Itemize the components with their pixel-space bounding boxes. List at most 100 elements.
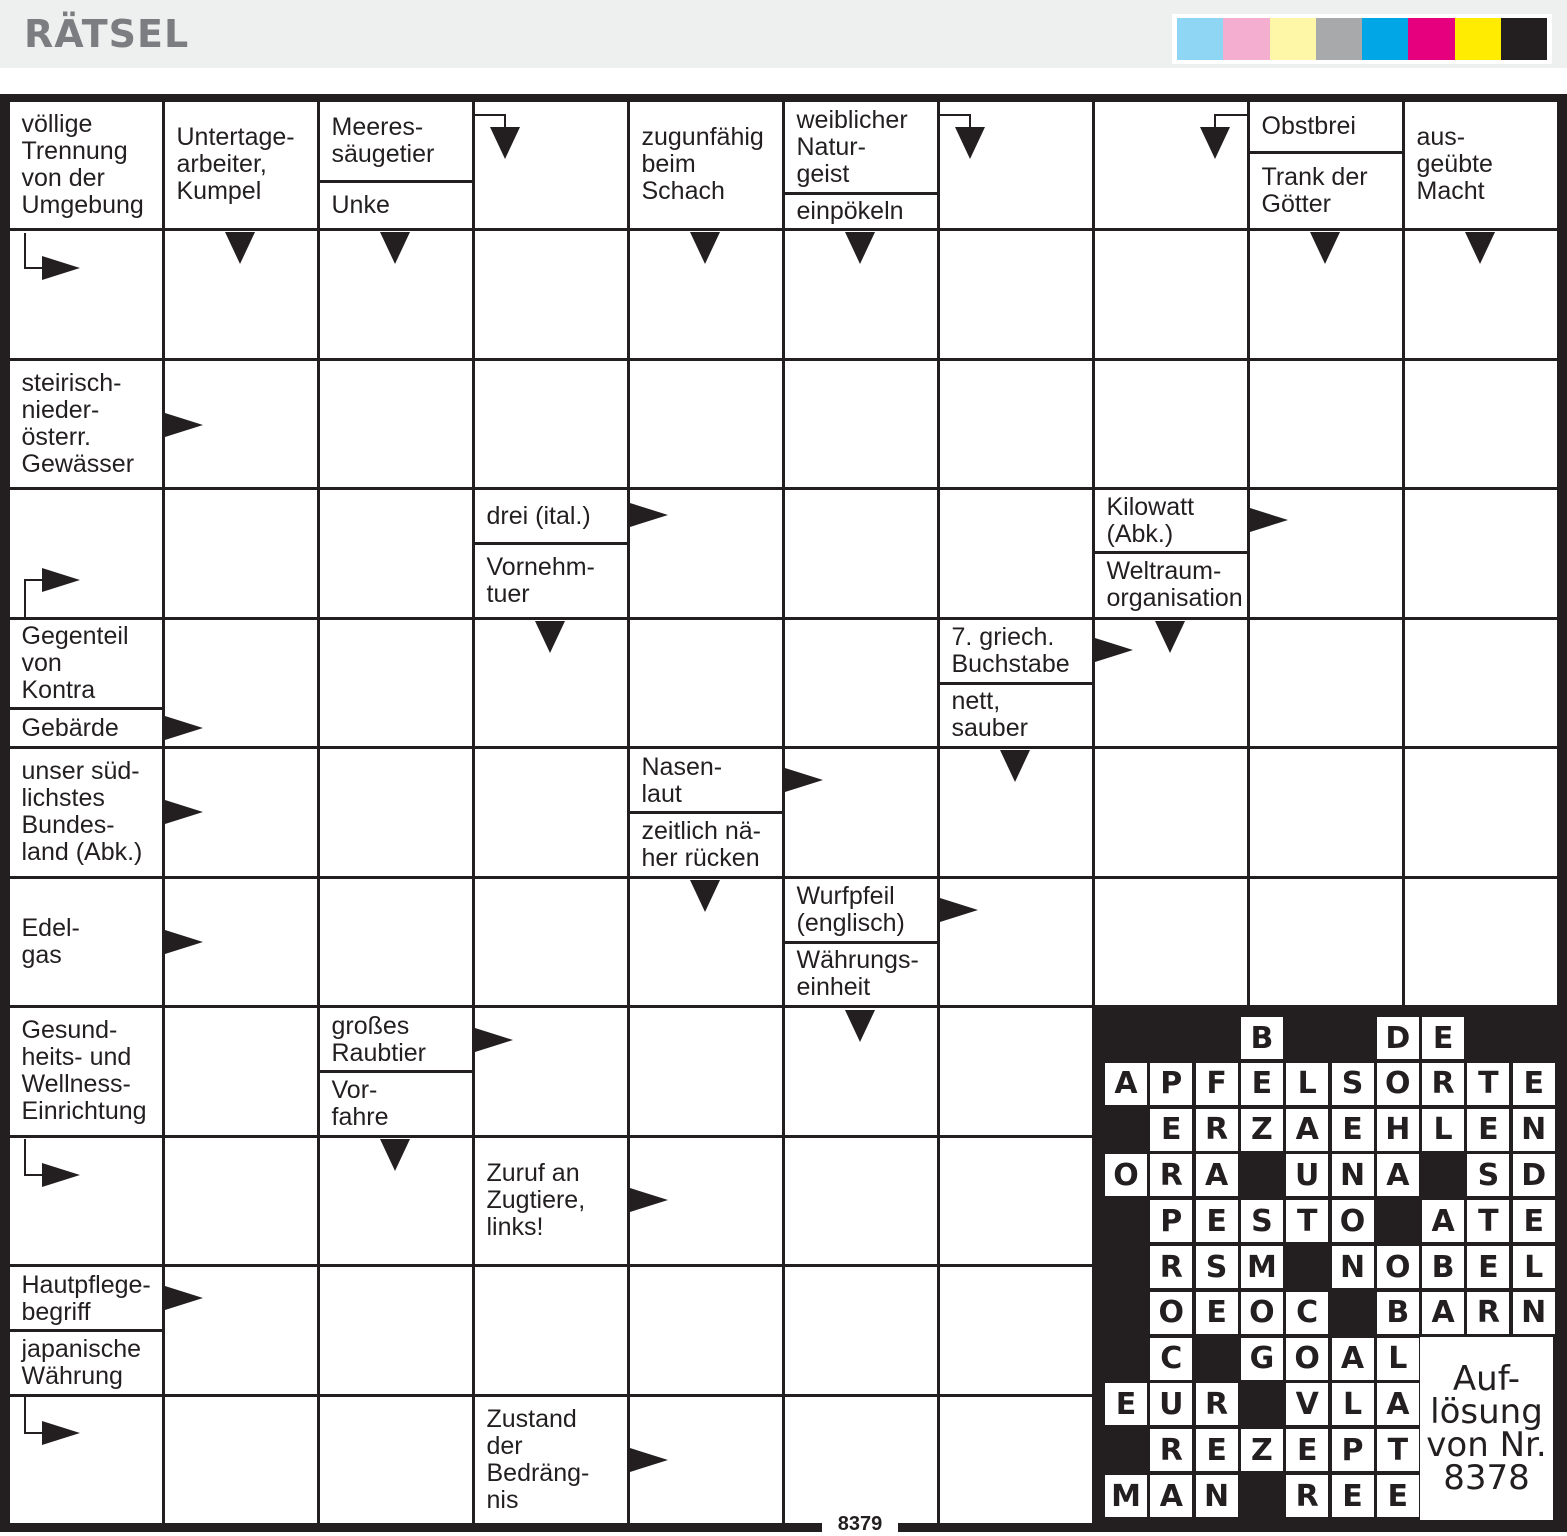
answer-cell[interactable] bbox=[474, 1008, 627, 1135]
solution-letter: U bbox=[1286, 1154, 1329, 1197]
answer-cell[interactable] bbox=[629, 878, 782, 1005]
answer-cell[interactable] bbox=[164, 1396, 317, 1523]
answer-cell[interactable] bbox=[784, 749, 937, 876]
answer-cell[interactable] bbox=[164, 1137, 317, 1264]
answer-cell[interactable] bbox=[319, 1267, 472, 1394]
solution-label: Auf- lösung von Nr. 8378 bbox=[1420, 1337, 1553, 1520]
answer-cell[interactable] bbox=[319, 231, 472, 358]
solution-letter: M bbox=[1105, 1475, 1147, 1517]
answer-cell[interactable] bbox=[784, 490, 937, 617]
answer-cell[interactable] bbox=[1249, 619, 1402, 746]
answer-cell[interactable] bbox=[939, 360, 1092, 487]
answer-cell[interactable] bbox=[1094, 749, 1247, 876]
clue-divider bbox=[784, 940, 937, 944]
solution-letter: R bbox=[1195, 1383, 1238, 1426]
answer-cell[interactable] bbox=[9, 490, 162, 617]
answer-cell[interactable] bbox=[939, 490, 1092, 617]
solution-letter: B bbox=[1376, 1291, 1419, 1334]
answer-cell[interactable] bbox=[629, 1267, 782, 1394]
answer-cell[interactable] bbox=[474, 101, 627, 228]
answer-cell[interactable] bbox=[629, 1008, 782, 1135]
answer-cell[interactable] bbox=[164, 231, 317, 358]
clue-text: Untertage- arbeiter, Kumpel bbox=[176, 123, 295, 206]
solution-letter: N bbox=[1331, 1246, 1374, 1288]
answer-cell[interactable] bbox=[319, 749, 472, 876]
clue-text: Gesund- heits- und Wellness- Einrichtung bbox=[21, 1016, 147, 1126]
answer-cell[interactable] bbox=[629, 619, 782, 746]
answer-cell[interactable] bbox=[319, 878, 472, 1005]
answer-cell[interactable] bbox=[9, 1396, 162, 1523]
solution-letter: D bbox=[1512, 1154, 1555, 1197]
color-swatch bbox=[1408, 18, 1455, 60]
answer-cell[interactable] bbox=[939, 1008, 1092, 1135]
answer-cell[interactable] bbox=[629, 1137, 782, 1264]
answer-cell[interactable] bbox=[1249, 490, 1402, 617]
solution-letter: S bbox=[1331, 1062, 1374, 1105]
answer-cell[interactable] bbox=[9, 1137, 162, 1264]
answer-cell[interactable] bbox=[319, 490, 472, 617]
answer-cell[interactable] bbox=[474, 1267, 627, 1394]
answer-cell[interactable] bbox=[1404, 749, 1557, 876]
answer-cell[interactable] bbox=[319, 1137, 472, 1264]
answer-cell[interactable] bbox=[1094, 360, 1247, 487]
answer-cell[interactable] bbox=[629, 490, 782, 617]
solution-letter: A bbox=[1376, 1154, 1419, 1197]
solution-letter: P bbox=[1150, 1062, 1193, 1105]
answer-cell[interactable] bbox=[939, 1137, 1092, 1264]
answer-cell[interactable] bbox=[1249, 878, 1402, 1005]
clue-divider bbox=[629, 811, 782, 815]
answer-cell[interactable] bbox=[1404, 231, 1557, 358]
answer-cell[interactable] bbox=[784, 1396, 937, 1523]
answer-cell[interactable] bbox=[784, 360, 937, 487]
solution-letter: N bbox=[1512, 1291, 1555, 1334]
answer-cell[interactable] bbox=[1094, 231, 1247, 358]
answer-cell[interactable] bbox=[939, 749, 1092, 876]
answer-cell[interactable] bbox=[319, 1396, 472, 1523]
answer-cell[interactable] bbox=[164, 878, 317, 1005]
answer-cell[interactable] bbox=[474, 360, 627, 487]
answer-cell[interactable] bbox=[1249, 231, 1402, 358]
answer-cell[interactable] bbox=[784, 1137, 937, 1264]
answer-cell[interactable] bbox=[939, 878, 1092, 1005]
answer-cell[interactable] bbox=[629, 231, 782, 358]
answer-cell[interactable] bbox=[939, 101, 1092, 228]
answer-cell[interactable] bbox=[784, 1008, 937, 1135]
answer-cell[interactable] bbox=[474, 619, 627, 746]
answer-cell[interactable] bbox=[939, 1267, 1092, 1394]
answer-cell[interactable] bbox=[164, 490, 317, 617]
answer-cell[interactable] bbox=[9, 231, 162, 358]
answer-cell[interactable] bbox=[319, 619, 472, 746]
answer-cell[interactable] bbox=[939, 231, 1092, 358]
answer-cell[interactable] bbox=[784, 1267, 937, 1394]
solution-letter: E bbox=[1422, 1017, 1465, 1059]
solution-letter: N bbox=[1195, 1475, 1238, 1517]
answer-cell[interactable] bbox=[164, 749, 317, 876]
answer-cell[interactable] bbox=[1404, 878, 1557, 1005]
answer-cell[interactable] bbox=[164, 1008, 317, 1135]
answer-cell[interactable] bbox=[319, 360, 472, 487]
clue-text-bottom: Vornehm- tuer bbox=[486, 552, 595, 608]
answer-cell[interactable] bbox=[629, 360, 782, 487]
answer-cell[interactable] bbox=[474, 231, 627, 358]
answer-cell[interactable] bbox=[164, 619, 317, 746]
answer-cell[interactable] bbox=[474, 878, 627, 1005]
clue-divider bbox=[1094, 550, 1247, 554]
answer-cell[interactable] bbox=[1404, 619, 1557, 746]
answer-cell[interactable] bbox=[629, 1396, 782, 1523]
answer-cell[interactable] bbox=[1094, 878, 1247, 1005]
answer-cell[interactable] bbox=[1404, 490, 1557, 617]
answer-cell[interactable] bbox=[1404, 360, 1557, 487]
answer-cell[interactable] bbox=[784, 231, 937, 358]
answer-cell[interactable] bbox=[1249, 749, 1402, 876]
answer-cell[interactable] bbox=[164, 360, 317, 487]
solution-letter: L bbox=[1422, 1108, 1465, 1151]
answer-cell[interactable] bbox=[474, 749, 627, 876]
answer-cell[interactable] bbox=[784, 619, 937, 746]
answer-cell[interactable] bbox=[1094, 619, 1247, 746]
answer-cell[interactable] bbox=[1249, 360, 1402, 487]
answer-cell[interactable] bbox=[1094, 101, 1247, 228]
clue-cell: zugunfähig beim Schach bbox=[629, 101, 782, 228]
page-title: RÄTSEL bbox=[24, 12, 190, 56]
answer-cell[interactable] bbox=[939, 1396, 1092, 1523]
answer-cell[interactable] bbox=[164, 1267, 317, 1394]
